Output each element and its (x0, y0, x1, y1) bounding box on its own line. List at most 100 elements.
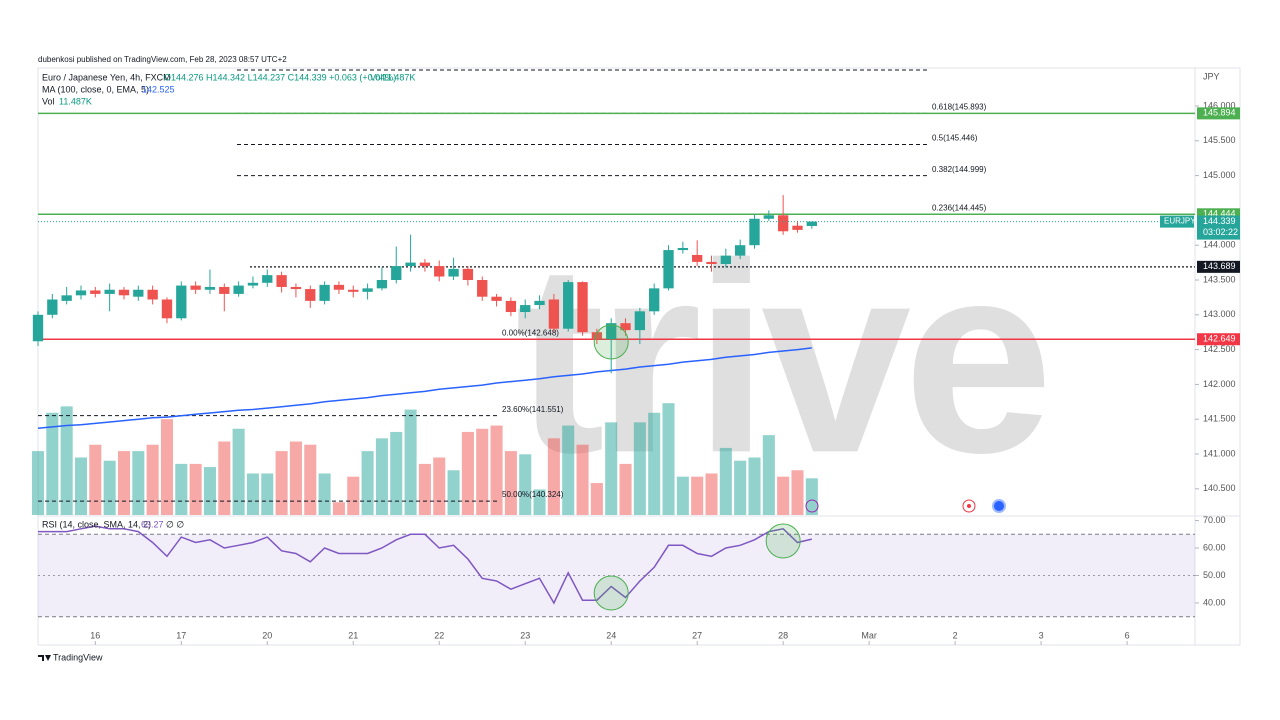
candle-body (348, 289, 359, 292)
volume-bar (89, 444, 102, 515)
candle-body (362, 288, 373, 292)
rsi-y-tick-label: 40.00 (1203, 597, 1226, 607)
volume-bar (74, 457, 88, 515)
y-tick-label: 141.500 (1203, 414, 1236, 424)
volume-bar (246, 473, 259, 515)
volume-bar (275, 451, 288, 515)
candle-body (376, 280, 388, 289)
logo-mark (38, 655, 51, 661)
candle-body (777, 215, 789, 232)
volume-bar (318, 473, 331, 515)
volume-bar (404, 409, 417, 515)
y-tick-label: 141.000 (1203, 448, 1236, 458)
candle-body (90, 290, 101, 294)
highlight (593, 575, 629, 611)
candle-body (591, 332, 603, 340)
ma-legend: MA (100, close, 0, EMA, 5) (42, 84, 149, 94)
y-tick-label: 142.000 (1203, 379, 1236, 389)
candle-body (520, 305, 531, 313)
volume-bar (361, 451, 374, 515)
x-tick-label: 16 (90, 630, 100, 640)
rsi-extra: ∅ ∅ (166, 519, 184, 529)
rsi-line (38, 525, 812, 605)
volume-bar (705, 473, 718, 515)
symbol: Euro / Japanese Yen, 4h, FXCM (42, 72, 171, 82)
volume-bar (117, 451, 130, 515)
candle-body (405, 262, 416, 267)
candle-body (606, 323, 617, 340)
volume-bar (60, 406, 73, 515)
volume-bar (562, 425, 575, 515)
highlight (593, 324, 629, 360)
icon (805, 499, 819, 513)
volume-bar (734, 460, 747, 515)
volume-bar (633, 422, 646, 515)
volume-bar (160, 419, 173, 515)
volume-bar (103, 460, 116, 515)
candle-body (434, 266, 445, 277)
candle-body (305, 289, 316, 301)
candle-body (219, 286, 230, 294)
y-tick-label: 145.500 (1203, 135, 1236, 145)
countdown: 03:02:22 (1203, 227, 1238, 237)
watermark: trive (515, 208, 1047, 509)
price-level-label: 143.689 (1203, 261, 1236, 271)
x-tick-label: 27 (692, 630, 702, 640)
candle-body (620, 323, 631, 331)
candle-body (663, 250, 674, 289)
volume-bar (289, 441, 302, 515)
volume-bar (576, 444, 589, 515)
candle-body (333, 284, 345, 290)
price-level-tag (1197, 333, 1240, 346)
candle-body (577, 282, 588, 333)
candle-body (147, 289, 158, 300)
candle-body (505, 300, 517, 313)
candle-body (462, 268, 474, 281)
x-tick-label: 2 (953, 630, 958, 640)
candle-body (262, 275, 273, 283)
volume-bar (605, 422, 618, 515)
x-tick-label: 28 (778, 630, 788, 640)
x-tick-label: 6 (1125, 630, 1130, 640)
volume-legend: Vol11.487K (370, 72, 415, 82)
y-tick-label: 140.500 (1203, 483, 1236, 493)
volume-bar (447, 470, 460, 515)
candle-body (634, 311, 646, 331)
candle-body (104, 289, 115, 294)
candle-body (448, 268, 459, 277)
price-level-label: 142.649 (1203, 334, 1236, 344)
volume-bar (433, 457, 446, 515)
highlight (765, 523, 801, 559)
candle-body (176, 285, 187, 319)
volume-bar (748, 457, 761, 515)
candle-body (548, 299, 560, 329)
ma-line (37, 347, 812, 430)
icon (992, 499, 1006, 513)
candle-body (720, 255, 731, 264)
price-level-tag (1197, 107, 1240, 120)
candle-body (190, 285, 201, 290)
volume-bar (476, 428, 489, 515)
volume-bar (146, 444, 159, 515)
y-tick-label: 142.500 (1203, 344, 1236, 354)
volume-bar (218, 441, 231, 515)
y-tick-label: 143.000 (1203, 309, 1236, 319)
x-tick-label: 24 (606, 630, 616, 640)
x-tick-label: 17 (176, 630, 186, 640)
candle-body (677, 247, 689, 251)
rsi-band (38, 534, 1195, 617)
candle-body (204, 286, 216, 290)
candle-body (319, 284, 330, 301)
fib-label: 23.60%(141.551) (502, 405, 564, 414)
rsi-y-tick-label: 50.00 (1203, 570, 1226, 580)
rsi-y-tick-label: 60.00 (1203, 542, 1226, 552)
volume-bar (418, 463, 431, 515)
last-price-tag (1197, 215, 1240, 240)
volume-bar (31, 451, 45, 515)
candle-body (477, 280, 488, 297)
tradingview-logo: TradingView (38, 652, 103, 662)
volume-bar (203, 467, 216, 515)
footer: TradingView (53, 652, 103, 662)
volume-bar (490, 425, 503, 515)
y-tick-label: 146.000 (1203, 100, 1236, 110)
